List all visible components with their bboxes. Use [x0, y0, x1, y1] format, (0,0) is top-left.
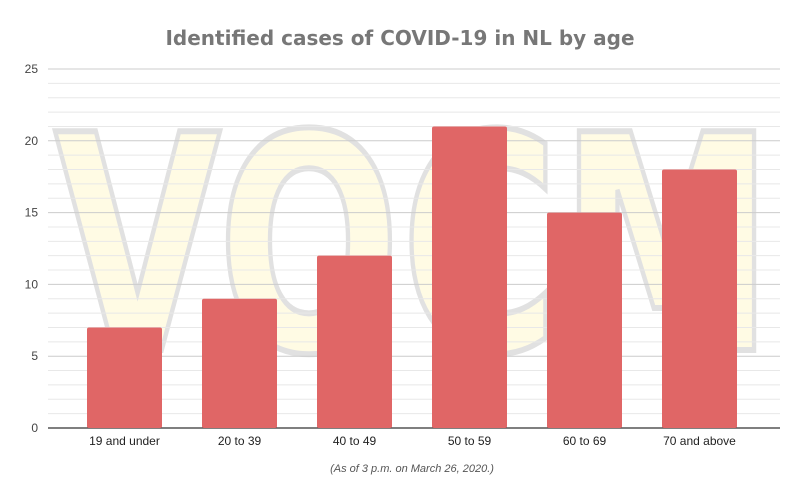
y-tick-label: 10: [25, 277, 39, 291]
bar-60-to-69: [547, 212, 622, 428]
chart-title: Identified cases of COVID-19 in NL by ag…: [165, 26, 634, 50]
bar-50-to-59: [432, 126, 507, 428]
y-tick-label: 0: [31, 421, 38, 435]
y-tick-label: 15: [25, 206, 39, 220]
bar-40-to-49: [317, 255, 392, 428]
bar-20-to-39: [202, 298, 277, 428]
x-tick-label: 50 to 59: [448, 434, 492, 448]
bar-70-and-above: [662, 169, 737, 428]
y-tick-label: 20: [25, 134, 39, 148]
bar-19-and-under: [87, 327, 162, 428]
x-tick-label: 60 to 69: [563, 434, 607, 448]
x-tick-label: 40 to 49: [333, 434, 377, 448]
x-tick-label: 19 and under: [89, 434, 160, 448]
y-tick-label: 25: [25, 62, 39, 76]
x-tick-label: 70 and above: [663, 434, 736, 448]
chart-annotation: (As of 3 p.m. on March 26, 2020.): [330, 463, 494, 475]
x-tick-label: 20 to 39: [218, 434, 262, 448]
watermark-logo: VOCM: [54, 72, 774, 421]
y-tick-label: 5: [31, 349, 38, 363]
